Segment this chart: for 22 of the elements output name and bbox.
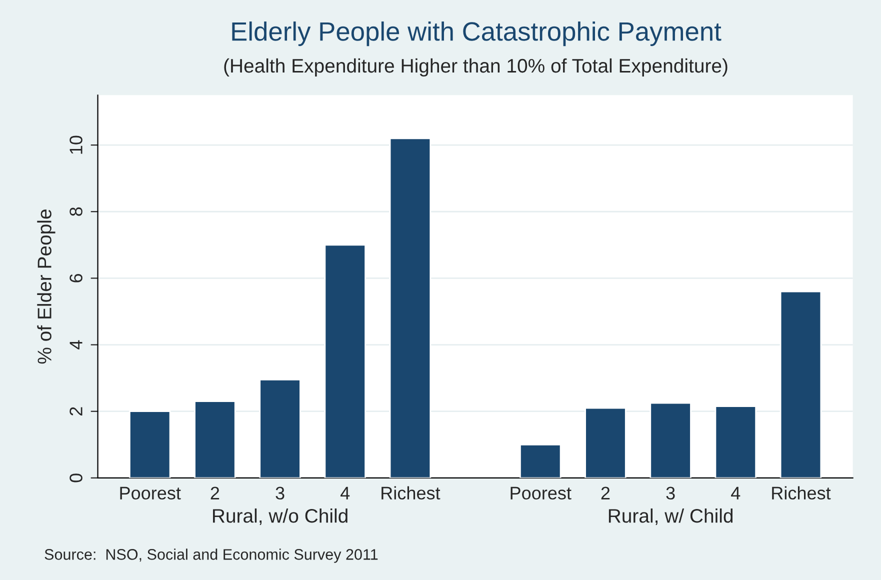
chart-subtitle: (Health Expenditure Higher than 10% of Total Expenditure) [224,58,728,77]
x-tick-label: Poorest [120,486,181,500]
x-tick-label: Richest [382,486,440,500]
x-tick-label: 3 [276,486,284,500]
y-tick-label: 10 [70,136,82,154]
text: Rural, w/o Child [213,508,348,526]
y-tick-label: 2 [70,407,82,416]
x-tick-label: 4 [340,486,350,500]
x-tick-label: 3 [666,486,675,500]
source-note: Source: NSO, Social and Economic Survey 2011 [44,548,378,563]
chart-title: Elderly People with Catastrophic Payment [232,21,722,46]
y-tick-label: 4 [70,340,82,350]
x-tick-label: 2 [210,486,220,500]
x-tick-label: Richest [772,486,831,500]
y-axis-title: % of Elder People [37,210,56,364]
text: Rural, w/ Child [608,508,733,526]
x-tick-label: 2 [601,486,610,500]
x-tick-label: Poorest [510,486,572,500]
y-tick-label: 0 [70,474,82,482]
y-tick-label: 8 [70,207,82,216]
x-tick-label: 4 [731,486,740,500]
y-tick-label: 6 [70,274,82,282]
